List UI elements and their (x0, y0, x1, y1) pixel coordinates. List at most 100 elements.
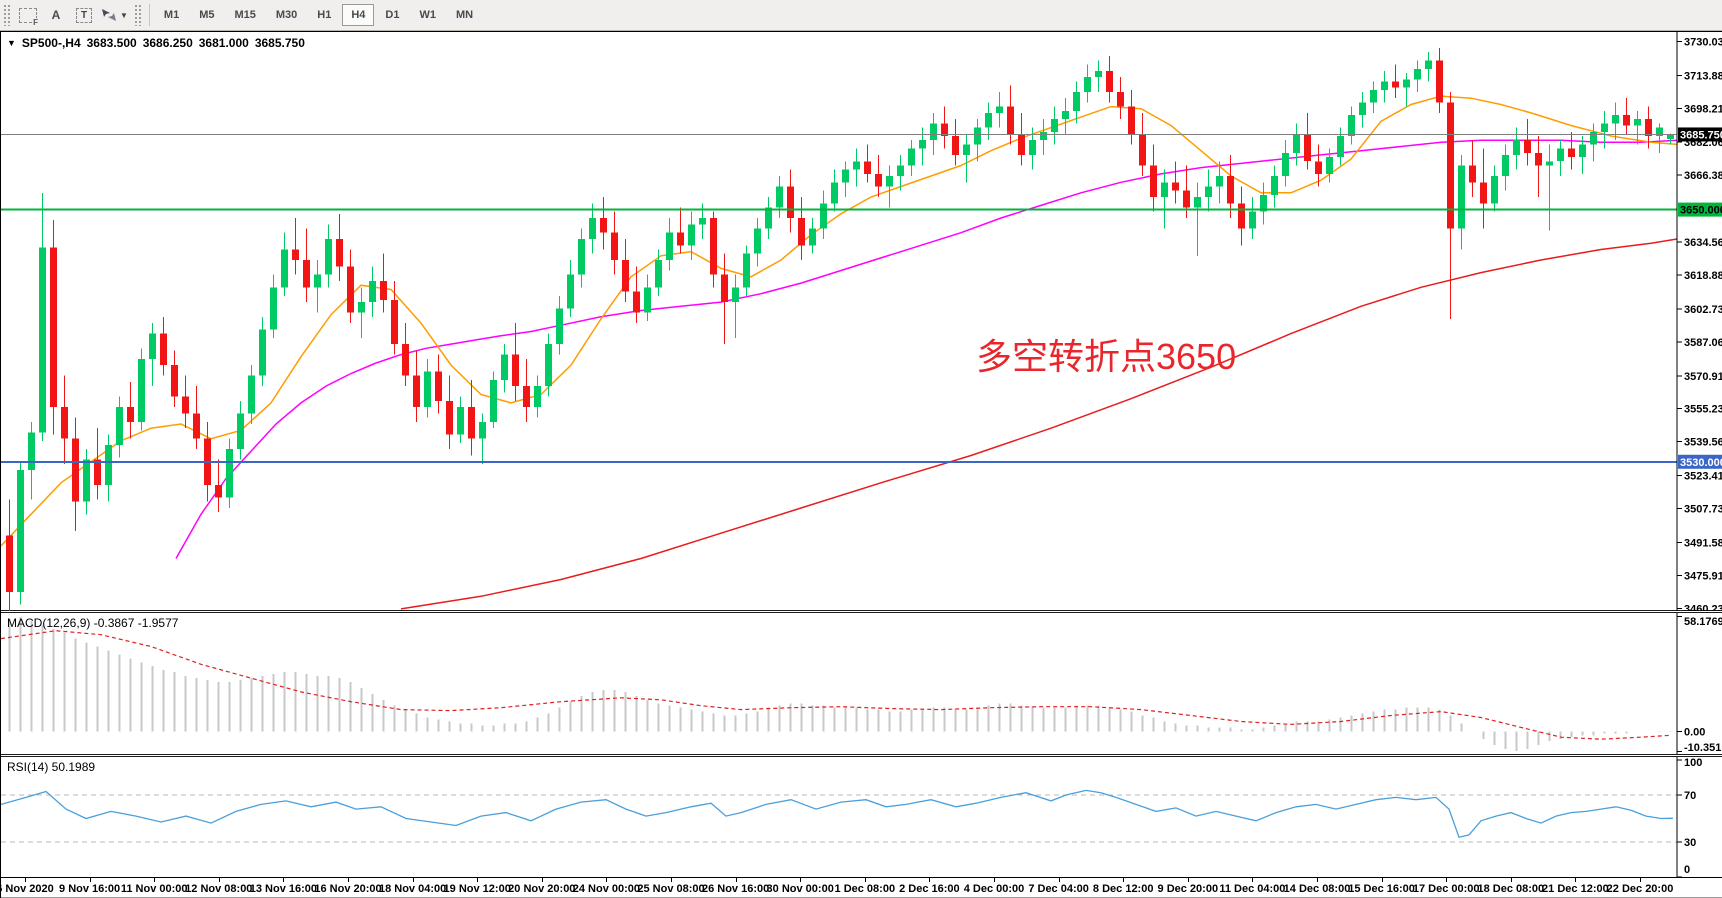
price-pane[interactable]: 多空转折点36503730.0353713.8853698.2103682.06… (1, 31, 1722, 611)
arrows-tool-icon[interactable]: ▼ (100, 3, 129, 27)
timeframe-m30[interactable]: M30 (275, 9, 298, 21)
dashed-rect-f-glyph (19, 7, 39, 27)
svg-text:3713.885: 3713.885 (1684, 70, 1722, 82)
time-label: 17 Dec 00:00 (1412, 883, 1480, 895)
time-label: 9 Nov 16:00 (59, 883, 121, 895)
time-tick (994, 878, 995, 882)
timeframe-h4[interactable]: H4 (342, 4, 375, 26)
rsi-label: RSI(14) 50.1989 (7, 760, 96, 774)
time-label: 15 Dec 16:00 (1348, 883, 1415, 895)
time-tick (412, 878, 414, 882)
time-label: 22 Dec 20:00 (1606, 883, 1674, 895)
timeframe-d1[interactable]: D1 (385, 9, 400, 21)
time-tick (1640, 878, 1641, 882)
time-tick (89, 878, 91, 882)
svg-text:3555.235: 3555.235 (1684, 404, 1722, 416)
svg-text:58.1769: 58.1769 (1684, 616, 1722, 628)
svg-text:0.00: 0.00 (1684, 726, 1705, 738)
time-tick (541, 878, 543, 882)
timeframe-mn[interactable]: MN (455, 9, 474, 21)
time-tick (864, 878, 866, 882)
time-tick (283, 878, 285, 882)
svg-text:3570.910: 3570.910 (1684, 371, 1722, 383)
svg-text:3587.060: 3587.060 (1684, 337, 1722, 349)
dashed-rect-f-icon[interactable] (16, 3, 40, 27)
svg-text:3539.560: 3539.560 (1684, 437, 1722, 449)
timeframe-m5[interactable]: M5 (199, 9, 215, 21)
time-label: 21 Dec 12:00 (1542, 883, 1609, 895)
text-frame-t-icon[interactable]: T (72, 3, 96, 27)
macd-chart-svg[interactable]: 58.1769 0.00 -10.351 (1, 613, 1722, 754)
time-tick (929, 878, 931, 882)
open-value: 3683.500 (86, 36, 137, 50)
time-label: 16 Nov 20:00 (314, 883, 382, 895)
svg-text:3475.910: 3475.910 (1684, 570, 1722, 582)
time-tick (735, 878, 737, 882)
time-tick (1187, 878, 1189, 882)
chart-window[interactable]: 多空转折点36503730.0353713.8853698.2103682.06… (0, 31, 1722, 898)
toolbar: A T ▼ M1 M5 M15 M30 H1 H4 D1 W1 MN (0, 0, 1722, 31)
time-label: 9 Dec 20:00 (1157, 883, 1219, 895)
annotation-text: 多空转折点3650 (976, 336, 1236, 377)
time-label: 13 Nov 16:00 (249, 883, 318, 895)
macd-pane[interactable]: 58.1769 0.00 -10.351 MACD(12,26,9) -0.3867… (1, 613, 1722, 754)
svg-text:3602.735: 3602.735 (1684, 304, 1722, 316)
svg-text:0: 0 (1684, 864, 1690, 876)
time-label: 2 Dec 16:00 (899, 883, 960, 895)
svg-text:30: 30 (1684, 837, 1696, 849)
time-tick (1510, 878, 1512, 882)
rsi-pane[interactable]: 100 70 30 0 RSI(14) 50.1989 (1, 757, 1722, 877)
time-axis[interactable]: 6 Nov 2020 9 Nov 16:00 11 Nov 00:00 12 Nov … (0, 877, 1722, 898)
pane-splitter-2[interactable] (1, 754, 1722, 757)
pane-splitter-1[interactable] (1, 610, 1722, 613)
time-tick (1058, 878, 1060, 882)
time-tick (1381, 878, 1383, 882)
time-tick (1123, 878, 1125, 882)
time-label: 6 Nov 2020 (0, 883, 54, 895)
macd-label: MACD(12,26,9) -0.3867 -1.9577 (7, 616, 179, 630)
timeframe-m15[interactable]: M15 (234, 9, 256, 21)
svg-text:3523.410: 3523.410 (1684, 471, 1722, 483)
time-tick (1317, 878, 1318, 882)
time-label: 19 Nov 12:00 (443, 883, 511, 895)
svg-text:-10.351: -10.351 (1684, 742, 1721, 754)
toolbar-grip-2[interactable] (133, 4, 142, 26)
toolbar-separator (148, 4, 150, 26)
time-tick (800, 878, 802, 882)
time-label: 18 Nov 04:00 (378, 883, 447, 895)
close-value: 3685.750 (254, 36, 305, 50)
time-label: 12 Nov 08:00 (185, 883, 253, 895)
time-tick (154, 878, 156, 882)
timeframe-m1[interactable]: M1 (163, 9, 180, 21)
time-label: 8 Dec 12:00 (1092, 883, 1154, 895)
svg-text:70: 70 (1684, 790, 1696, 802)
time-tick (1446, 878, 1448, 882)
time-tick (218, 878, 220, 882)
time-label: 7 Dec 04:00 (1028, 883, 1089, 895)
rsi-chart-svg[interactable]: 100 70 30 0 (1, 757, 1722, 877)
timeframe-w1[interactable]: W1 (419, 9, 436, 21)
time-tick (477, 878, 479, 882)
time-label: 30 Nov 00:00 (766, 883, 834, 895)
svg-text:3530.000: 3530.000 (1680, 457, 1722, 469)
svg-text:3618.885: 3618.885 (1684, 270, 1722, 282)
text-label-a-icon[interactable]: A (51, 8, 61, 22)
svg-text:3698.210: 3698.210 (1684, 103, 1722, 115)
svg-text:3507.735: 3507.735 (1684, 504, 1722, 516)
time-tick (25, 878, 26, 882)
toolbar-grip[interactable] (3, 4, 11, 26)
time-tick (671, 878, 672, 882)
time-label: 1 Dec 08:00 (834, 883, 896, 895)
dropdown-arrow-icon[interactable]: ▼ (120, 10, 128, 20)
low-value: 3681.000 (198, 36, 249, 50)
price-chart-svg[interactable]: 多空转折点36503730.0353713.8853698.2103682.06… (1, 32, 1722, 611)
svg-text:3685.750: 3685.750 (1680, 129, 1722, 141)
time-tick (1575, 878, 1577, 882)
time-tick (1252, 878, 1254, 882)
high-value: 3686.250 (142, 36, 193, 50)
timeframe-h1[interactable]: H1 (317, 9, 332, 21)
chevron-down-icon[interactable]: ▼ (7, 38, 16, 48)
time-tick (606, 878, 608, 882)
arrows-icon (102, 9, 116, 21)
